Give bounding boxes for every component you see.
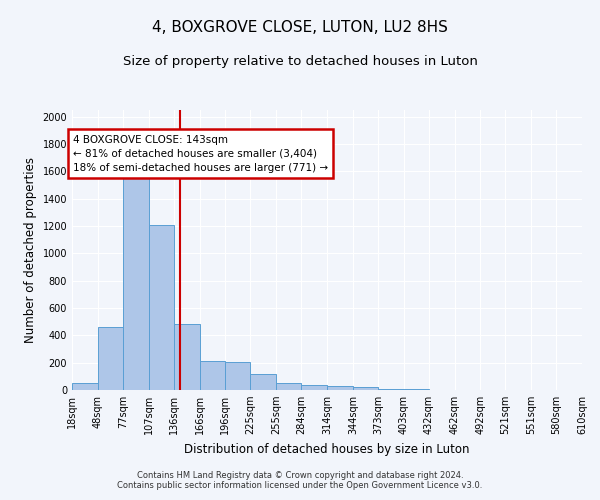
Bar — [123, 168, 149, 390]
Bar — [226, 362, 250, 390]
Bar — [98, 327, 123, 390]
Bar — [72, 383, 98, 390]
Bar — [250, 374, 276, 390]
X-axis label: Distribution of detached houses by size in Luton: Distribution of detached houses by size … — [184, 442, 470, 456]
Bar — [301, 384, 327, 390]
Text: Size of property relative to detached houses in Luton: Size of property relative to detached ho… — [122, 55, 478, 68]
Text: Contains HM Land Registry data © Crown copyright and database right 2024.
Contai: Contains HM Land Registry data © Crown c… — [118, 470, 482, 490]
Bar — [149, 224, 173, 390]
Bar — [199, 362, 226, 390]
Text: 4 BOXGROVE CLOSE: 143sqm
← 81% of detached houses are smaller (3,404)
18% of sem: 4 BOXGROVE CLOSE: 143sqm ← 81% of detach… — [73, 134, 328, 172]
Bar — [353, 388, 378, 390]
Bar — [173, 324, 199, 390]
Bar — [327, 386, 353, 390]
Bar — [378, 388, 404, 390]
Bar — [276, 383, 301, 390]
Text: 4, BOXGROVE CLOSE, LUTON, LU2 8HS: 4, BOXGROVE CLOSE, LUTON, LU2 8HS — [152, 20, 448, 35]
Y-axis label: Number of detached properties: Number of detached properties — [24, 157, 37, 343]
